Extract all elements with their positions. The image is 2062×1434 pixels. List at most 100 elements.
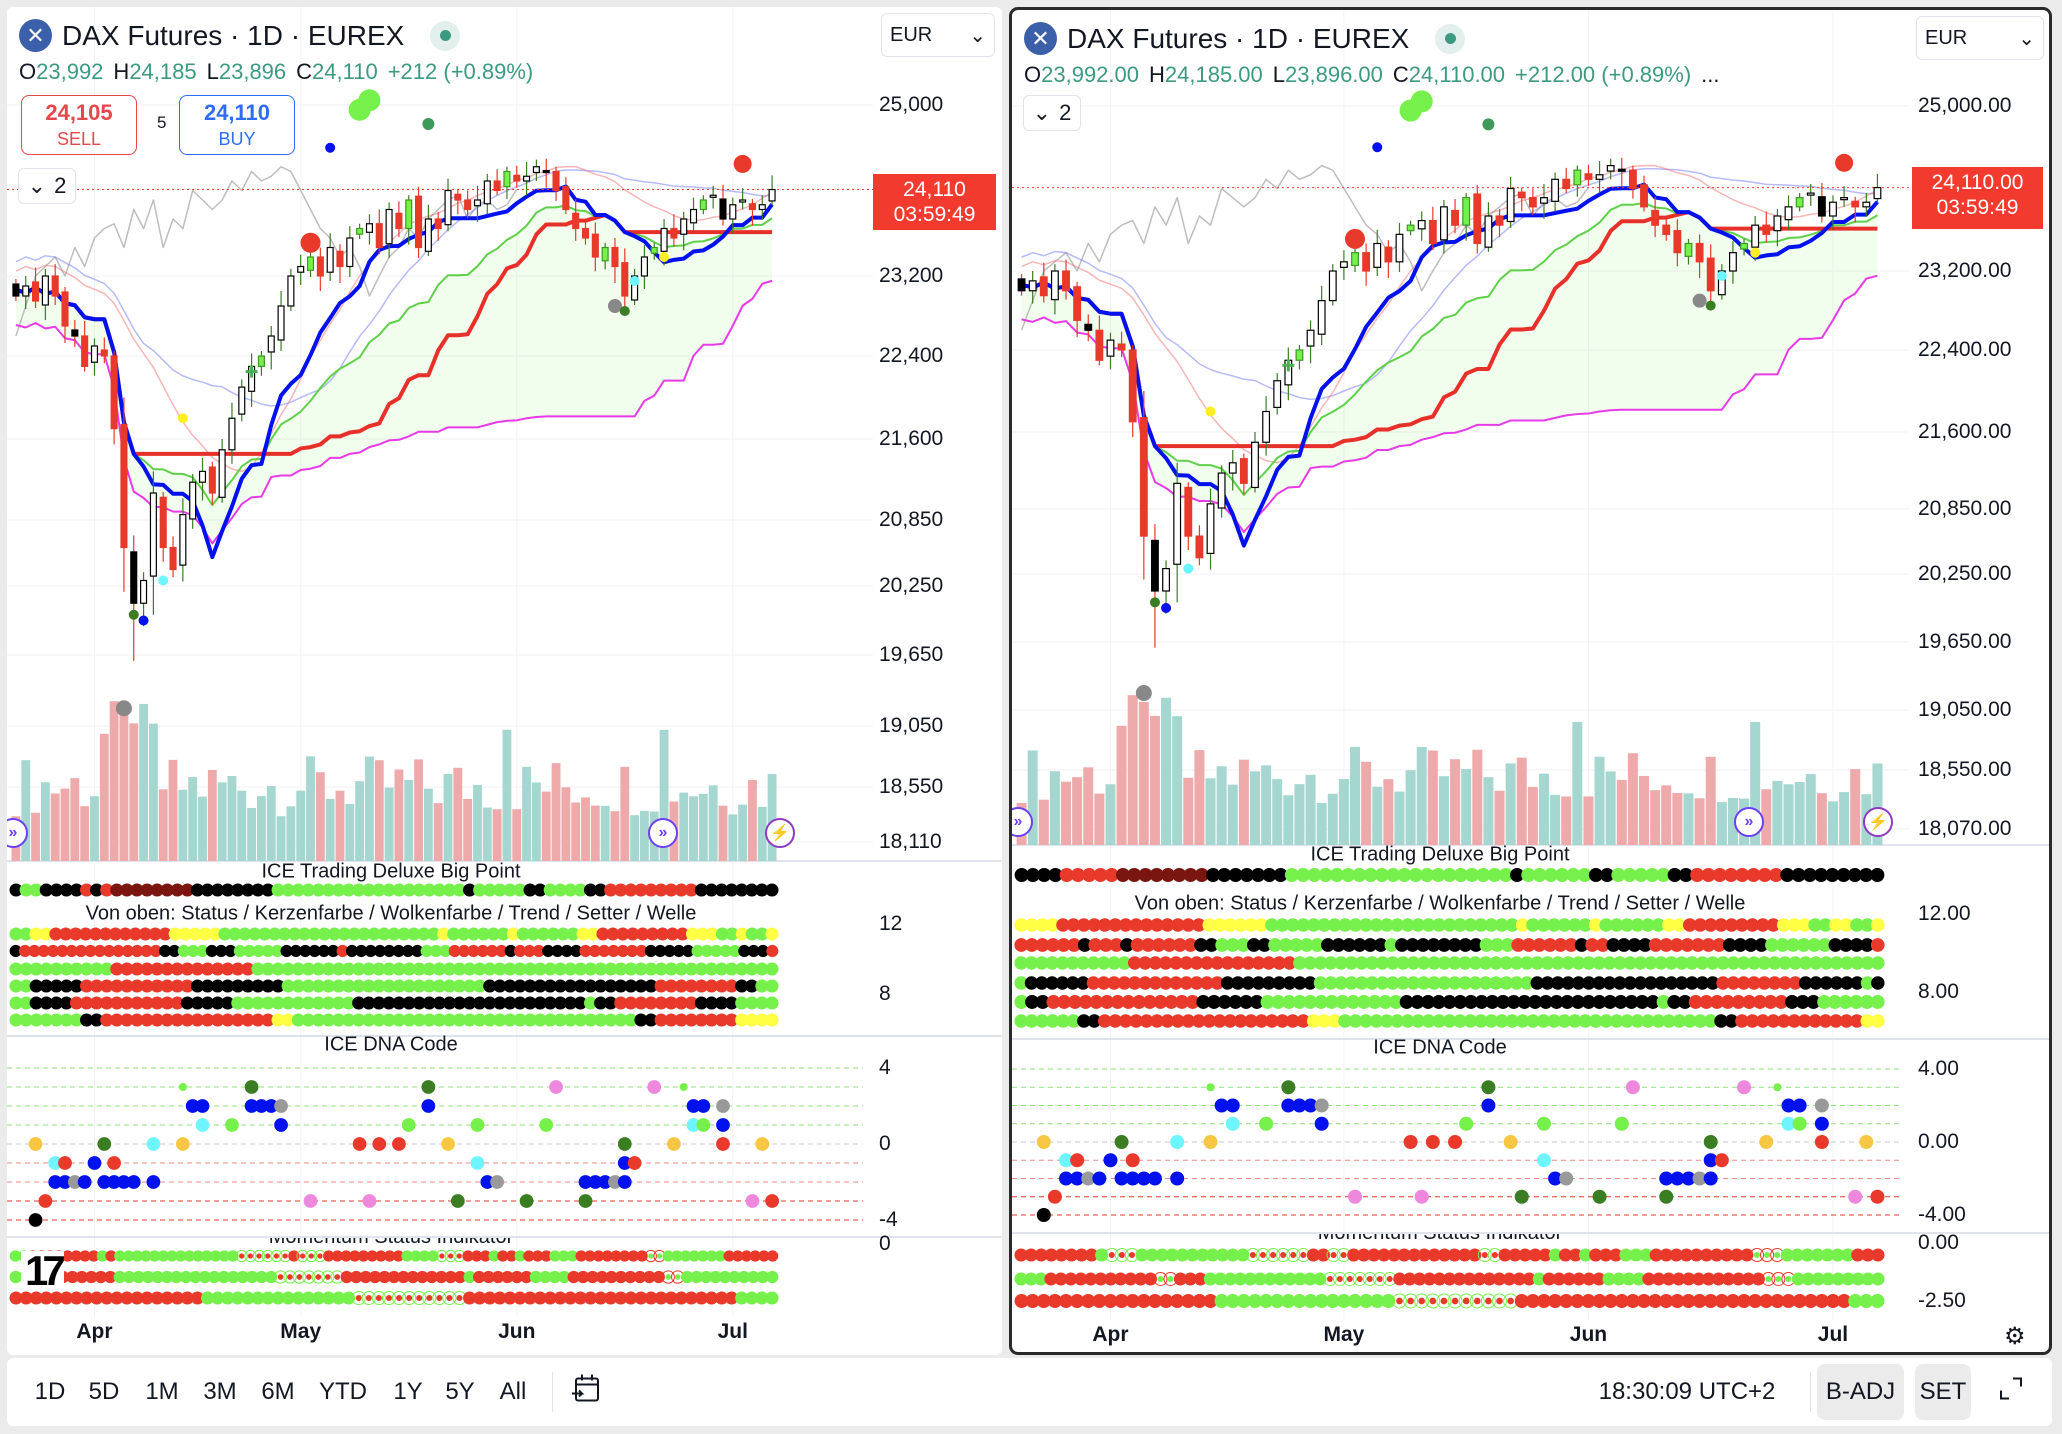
candle-body [1428, 219, 1437, 245]
dna-point [578, 1194, 593, 1208]
currency-select[interactable]: EUR ⌄ [881, 13, 995, 57]
status-row-dot [160, 962, 174, 976]
date-range-calendar-icon[interactable] [570, 1372, 604, 1413]
status-row-dot [271, 944, 284, 958]
settings-gear-icon[interactable]: ⚙ [2004, 1323, 2026, 1350]
range-6m[interactable]: 6M [261, 1378, 295, 1405]
status-row-dot [110, 1013, 124, 1027]
dna-axis-label: -4 [879, 1208, 898, 1231]
price-axis-label: 19,650.00 [1918, 630, 2012, 653]
collapse-indicators-button[interactable]: ⌄ 2 [18, 168, 76, 204]
momentum-dot [1165, 1248, 1179, 1262]
momentum-dot [1290, 1251, 1297, 1259]
status-row-dot [420, 944, 433, 958]
dna-point [617, 1137, 632, 1151]
chart-panel-right[interactable]: ✕ DAX Futures · 1D · EUREX O23,992.00 H24,1… [1009, 7, 2052, 1355]
currency-select[interactable]: EUR ⌄ [1916, 16, 2044, 60]
candle-body [1084, 323, 1093, 331]
momentum-dot [471, 1250, 483, 1262]
lightning-icon[interactable]: ⚡ [1863, 807, 1893, 837]
b-adj-button[interactable]: B-ADJ [1817, 1364, 1904, 1420]
status-row-dot [1613, 956, 1627, 970]
status-row-dot [59, 927, 73, 941]
momentum-dot [75, 1270, 89, 1284]
chart-header[interactable]: ✕ DAX Futures · 1D · EUREX [1024, 22, 1466, 55]
candle-body [405, 199, 413, 230]
dna-point [696, 1099, 711, 1113]
momentum-dot-ring [1447, 1293, 1463, 1309]
clock-timezone[interactable]: 18:30:09 UTC+2 [1598, 1378, 1776, 1405]
status-row-dot [1561, 956, 1575, 970]
momentum-dot [1572, 1272, 1586, 1286]
momentum-dot [1837, 1294, 1852, 1308]
session-set-button[interactable]: SET [1915, 1364, 1971, 1420]
momentum-dot [1330, 1251, 1337, 1259]
volume-bar [1494, 790, 1505, 845]
status-row-dot [1871, 956, 1885, 970]
range-ytd[interactable]: YTD [319, 1378, 367, 1405]
status-row-dot [1431, 995, 1446, 1009]
fullscreen-icon[interactable] [1997, 1375, 2025, 1410]
ohlc-l: 23,896.00 [1285, 62, 1383, 87]
price-axis-label: 25,000 [879, 93, 944, 116]
volume-bar [590, 805, 600, 861]
status-row-dot [1578, 918, 1593, 932]
collapse-indicators-button[interactable]: ⌄ 2 [1023, 95, 1081, 131]
arrow-right-icon[interactable]: » [7, 818, 28, 848]
volume-bar [1416, 747, 1427, 845]
status-row-dot [1416, 956, 1431, 970]
status-row-dot [604, 996, 618, 1010]
chart-canvas[interactable] [7, 7, 1002, 1355]
bigpoint-dot [1341, 868, 1356, 882]
buy-button[interactable]: 24,110 BUY [179, 95, 295, 155]
chart-header[interactable]: ✕ DAX Futures · 1D · EUREX [19, 19, 461, 52]
momentum-dot [439, 1253, 445, 1259]
candle-body [1684, 242, 1693, 257]
range-all[interactable]: All [499, 1378, 527, 1405]
range-1m[interactable]: 1M [145, 1378, 179, 1405]
status-row-dot [563, 979, 577, 993]
status-row-dot [1568, 1014, 1582, 1028]
status-row-dot [158, 927, 172, 941]
range-1y[interactable]: 1Y [393, 1378, 423, 1405]
momentum-dot [1737, 1294, 1752, 1308]
range-1d[interactable]: 1D [34, 1378, 66, 1405]
chart-canvas[interactable] [1012, 10, 2049, 1355]
status-row-dot [1426, 938, 1441, 952]
range-3m[interactable]: 3M [203, 1378, 237, 1405]
momentum-dot [766, 1250, 779, 1262]
momentum-dot [1283, 1272, 1297, 1286]
status-row-dot [664, 962, 678, 976]
momentum-dot [1482, 1272, 1496, 1286]
arrow-right-icon[interactable]: » [1012, 807, 1033, 837]
legend-more[interactable]: ... [1701, 62, 1720, 87]
range-5y[interactable]: 5Y [445, 1378, 475, 1405]
symbol-title[interactable]: DAX Futures · 1D · EUREX [62, 19, 405, 51]
candle-body [699, 199, 707, 211]
volume-bar [1227, 784, 1238, 845]
status-row-dot [1484, 918, 1499, 932]
momentum-dot [1552, 1272, 1566, 1286]
momentum-dot [747, 1270, 760, 1284]
sell-button[interactable]: 24,105 SELL [21, 95, 137, 155]
momentum-axis-label: 0.00 [1918, 1231, 1959, 1254]
dna-point [303, 1194, 318, 1208]
status-row-dot [118, 927, 132, 941]
status-row-dot [1299, 938, 1314, 952]
lightning-icon[interactable]: ⚡ [765, 818, 795, 848]
range-5d[interactable]: 5D [88, 1378, 120, 1405]
status-row-dot [594, 1013, 608, 1027]
status-row-dot [429, 944, 443, 958]
status-row-dot [1045, 1014, 1060, 1028]
status-row-dot [1817, 995, 1832, 1009]
volume-bar [522, 766, 531, 861]
momentum-dot [323, 1250, 335, 1262]
momentum-dot [575, 1250, 587, 1262]
tradingview-logo[interactable]: 17 [21, 1250, 66, 1292]
arrow-right-icon[interactable]: » [1734, 807, 1764, 837]
chart-panel-left[interactable]: ✕ DAX Futures · 1D · EUREX O23,992 H24,185 L… [7, 7, 1002, 1355]
status-row-dot [1540, 976, 1555, 990]
arrow-right-icon[interactable]: » [648, 818, 678, 848]
symbol-title[interactable]: DAX Futures · 1D · EUREX [1067, 22, 1410, 54]
momentum-dot [684, 1291, 698, 1305]
